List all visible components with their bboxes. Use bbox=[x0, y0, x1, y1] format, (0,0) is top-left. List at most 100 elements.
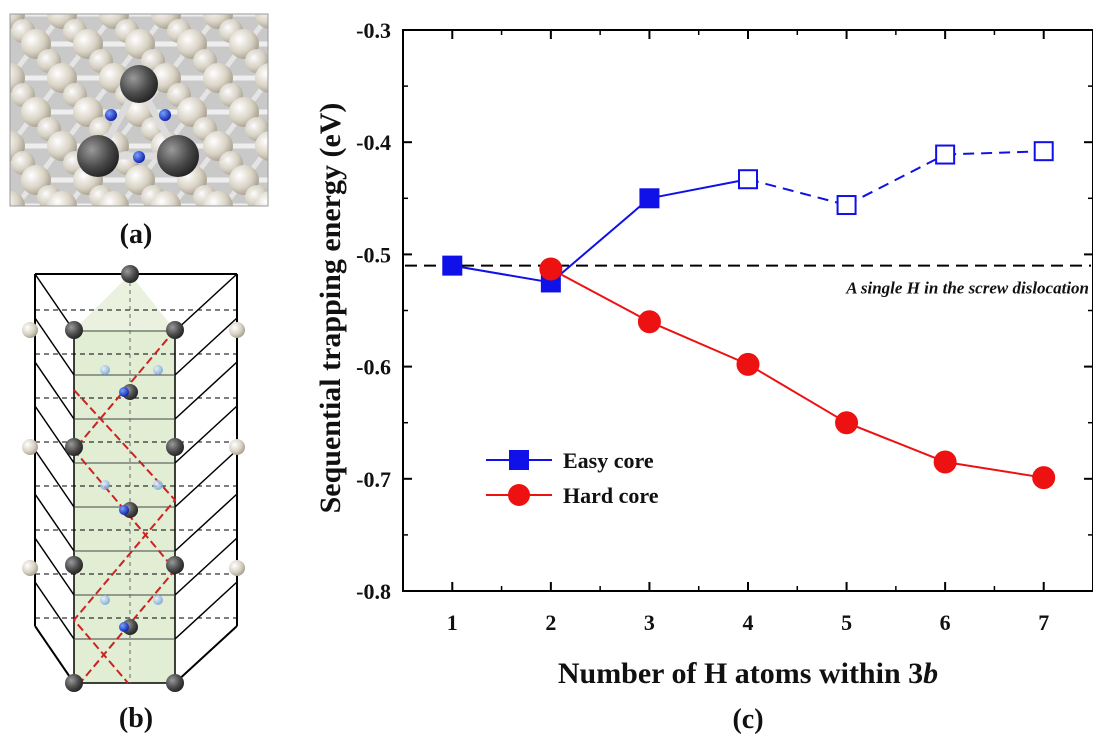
schematic-hydrogen bbox=[119, 622, 129, 632]
schematic-atom bbox=[166, 674, 184, 692]
schematic-hydrogen-faded bbox=[100, 480, 110, 490]
schematic-atom bbox=[22, 560, 38, 576]
panel-c-label: (c) bbox=[732, 704, 763, 735]
plot-area-frame bbox=[402, 29, 1093, 592]
core-atom bbox=[120, 65, 158, 103]
metal-atom bbox=[203, 191, 233, 206]
easy-core-point bbox=[1033, 141, 1054, 162]
chevron-line bbox=[174, 537, 238, 596]
chevron-line bbox=[34, 317, 75, 376]
schematic-hydrogen bbox=[119, 505, 129, 515]
core-atom bbox=[157, 135, 199, 177]
metal-atom bbox=[151, 191, 181, 206]
easy-core-segment bbox=[452, 264, 552, 284]
metal-atom bbox=[271, 83, 295, 107]
schematic-atom bbox=[166, 321, 184, 339]
metal-atom bbox=[271, 151, 295, 175]
bond bbox=[62, 204, 66, 206]
easy-core-segment bbox=[747, 178, 847, 206]
schematic-atom bbox=[166, 438, 184, 456]
metal-atom bbox=[99, 191, 129, 206]
core-atom bbox=[77, 135, 119, 177]
schematic-atom bbox=[229, 439, 245, 455]
frame-bottom-left bbox=[34, 625, 75, 684]
schematic-atom bbox=[166, 556, 184, 574]
metal-atom bbox=[167, 211, 191, 235]
chevron-line bbox=[174, 493, 238, 552]
chevron-line bbox=[34, 493, 75, 552]
reference-line-label: A single H in the screw dislocation bbox=[845, 279, 1089, 298]
easy-core-segment bbox=[846, 153, 946, 206]
panel-b-schematic bbox=[22, 265, 245, 692]
y-tick-label: -0.6 bbox=[356, 355, 391, 380]
chevron-line bbox=[34, 361, 75, 420]
schematic-hydrogen-faded bbox=[100, 365, 110, 375]
bond bbox=[270, 14, 296, 48]
schematic-hydrogen-faded bbox=[153, 595, 163, 605]
easy-core-point bbox=[442, 255, 463, 276]
easy-core-point bbox=[738, 169, 758, 190]
schematic-atom bbox=[121, 265, 139, 283]
schematic-atom bbox=[229, 560, 245, 576]
hard-core-segment bbox=[747, 363, 848, 424]
easy-core-segment bbox=[550, 197, 651, 284]
metal-atom bbox=[255, 191, 268, 206]
chevron-line bbox=[34, 537, 75, 596]
metal-atom bbox=[271, 19, 295, 43]
x-tick-label: 7 bbox=[1038, 610, 1049, 635]
panel-a-label: (a) bbox=[120, 219, 153, 250]
chevron-line bbox=[174, 317, 238, 376]
bond bbox=[214, 204, 218, 206]
x-axis-ticks: 1 2 3 4 5 6 7 bbox=[402, 30, 1093, 635]
hydrogen-atom bbox=[105, 109, 117, 121]
panel-b-label: (b) bbox=[119, 703, 153, 734]
hard-core-point bbox=[637, 310, 661, 334]
schematic-atom bbox=[22, 322, 38, 338]
x-tick-label: 5 bbox=[841, 610, 852, 635]
hard-core-segment bbox=[944, 460, 1044, 479]
bond bbox=[10, 78, 12, 83]
bond bbox=[10, 14, 12, 19]
legend: Easy core Hard core bbox=[486, 448, 659, 508]
bond bbox=[266, 204, 268, 206]
bond bbox=[10, 146, 12, 151]
bond bbox=[58, 204, 62, 206]
chevron-line bbox=[34, 581, 75, 640]
y-tick-label: -0.8 bbox=[356, 579, 391, 604]
x-axis-title: Number of H atoms within 3b bbox=[558, 657, 938, 690]
hard-core-point bbox=[1032, 466, 1056, 490]
metal-atom bbox=[255, 131, 268, 161]
chevron-line bbox=[34, 449, 75, 508]
legend-hard-core-marker bbox=[508, 484, 530, 506]
y-tick-label: -0.4 bbox=[356, 130, 391, 155]
schematic-atom bbox=[65, 321, 83, 339]
hard-core-segment bbox=[649, 320, 749, 366]
x-tick-label: 6 bbox=[940, 610, 951, 635]
easy-core-point bbox=[639, 188, 660, 209]
hard-core-segment bbox=[846, 421, 946, 463]
schematic-hydrogen-faded bbox=[153, 480, 163, 490]
chevron-line bbox=[174, 581, 238, 640]
metal-atom bbox=[219, 211, 243, 235]
schematic-atom bbox=[22, 439, 38, 455]
frame-bottom-right bbox=[174, 625, 238, 684]
bond bbox=[166, 204, 170, 206]
chevron-line bbox=[34, 405, 75, 464]
bond bbox=[0, 206, 10, 240]
series-group bbox=[442, 141, 1056, 490]
x-axis-title-prefix: Number of H atoms within 3 bbox=[558, 657, 923, 690]
metal-atom bbox=[255, 63, 268, 93]
easy-core-point bbox=[836, 195, 857, 216]
bond bbox=[270, 78, 296, 112]
core-prism-top bbox=[74, 274, 175, 330]
hard-core-point bbox=[539, 257, 563, 281]
y-tick-label: -0.7 bbox=[356, 467, 391, 492]
hard-core-point bbox=[835, 411, 859, 435]
x-tick-label: 3 bbox=[644, 610, 655, 635]
metal-atom bbox=[271, 211, 295, 235]
chevron-line bbox=[34, 273, 75, 332]
chevron-line bbox=[174, 273, 238, 332]
y-axis-ticks: -0.8 -0.7 -0.6 -0.5 -0.4 -0.3 bbox=[356, 18, 1093, 604]
hard-core-segment bbox=[550, 268, 650, 323]
